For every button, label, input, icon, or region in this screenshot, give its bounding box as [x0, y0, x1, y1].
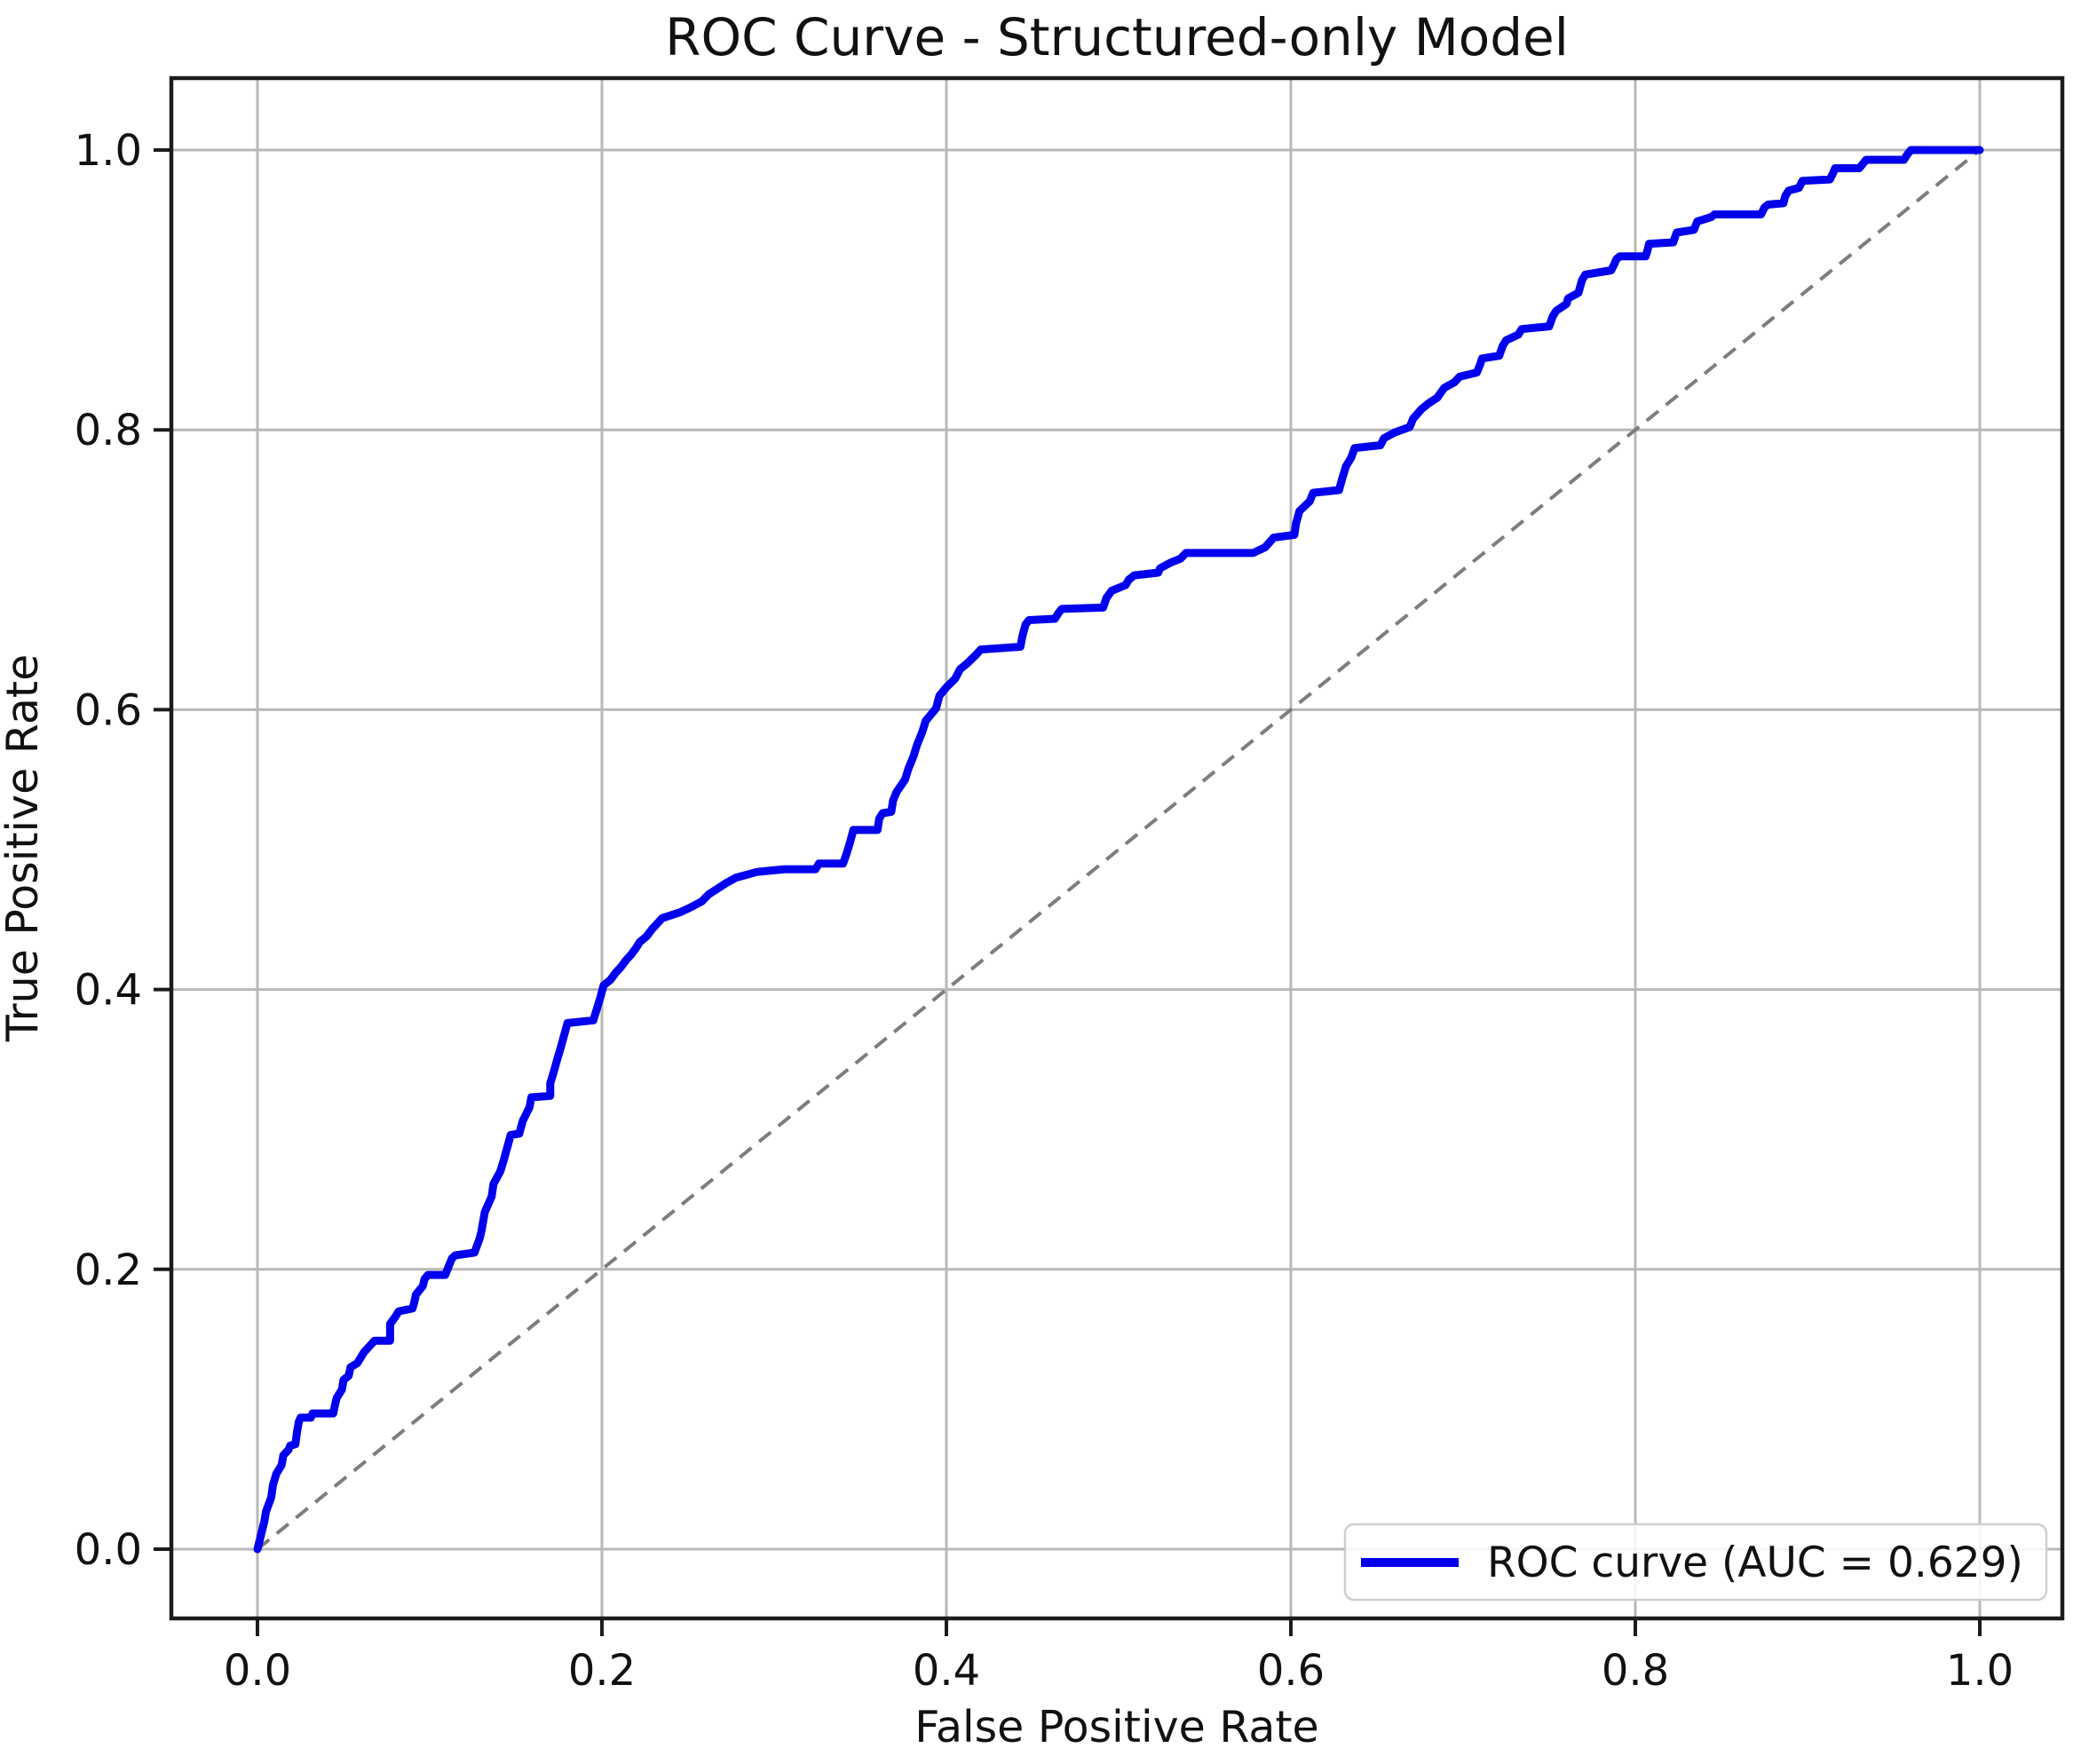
x-tick-label: 0.2: [568, 1646, 636, 1696]
axes-spines: [169, 75, 2065, 1621]
legend: ROC curve (AUC = 0.629): [1343, 1523, 2048, 1602]
y-tick-label: 0.8: [75, 406, 142, 455]
roc-curve-path: [253, 146, 1984, 1554]
y-tick-label: 0.2: [75, 1246, 142, 1295]
axis-ticks: [154, 148, 1982, 1636]
x-axis-label: False Positive Rate: [914, 1702, 1318, 1752]
roc-curve-line: [253, 146, 1984, 1554]
chance-diagonal-line: [256, 148, 1982, 1551]
y-tick-labels: 0.0 0.2 0.4 0.6 0.8 1.0: [75, 126, 142, 1575]
x-tick-labels: 0.0 0.2 0.4 0.6 0.8 1.0: [224, 1646, 2014, 1696]
x-tick-label: 0.0: [224, 1646, 291, 1696]
y-tick-label: 1.0: [75, 126, 142, 176]
x-tick-label: 0.6: [1257, 1646, 1325, 1696]
y-axis-label: True Positive Rate: [0, 654, 48, 1042]
y-tick-label: 0.0: [75, 1525, 142, 1575]
y-tick-label: 0.6: [75, 685, 142, 735]
x-tick-label: 0.4: [913, 1646, 980, 1696]
chance-diagonal-path: [256, 148, 1982, 1551]
legend-box: [1343, 1523, 2048, 1602]
legend-entry-label: ROC curve (AUC = 0.629): [1487, 1539, 2023, 1587]
chart-title: ROC Curve - Structured-only Model: [665, 7, 1569, 67]
x-tick-label: 0.8: [1602, 1646, 1669, 1696]
grid-lines: [171, 78, 2062, 1618]
x-tick-label: 1.0: [1946, 1646, 2014, 1696]
y-tick-label: 0.4: [75, 966, 142, 1016]
plot-area: [171, 78, 2062, 1618]
